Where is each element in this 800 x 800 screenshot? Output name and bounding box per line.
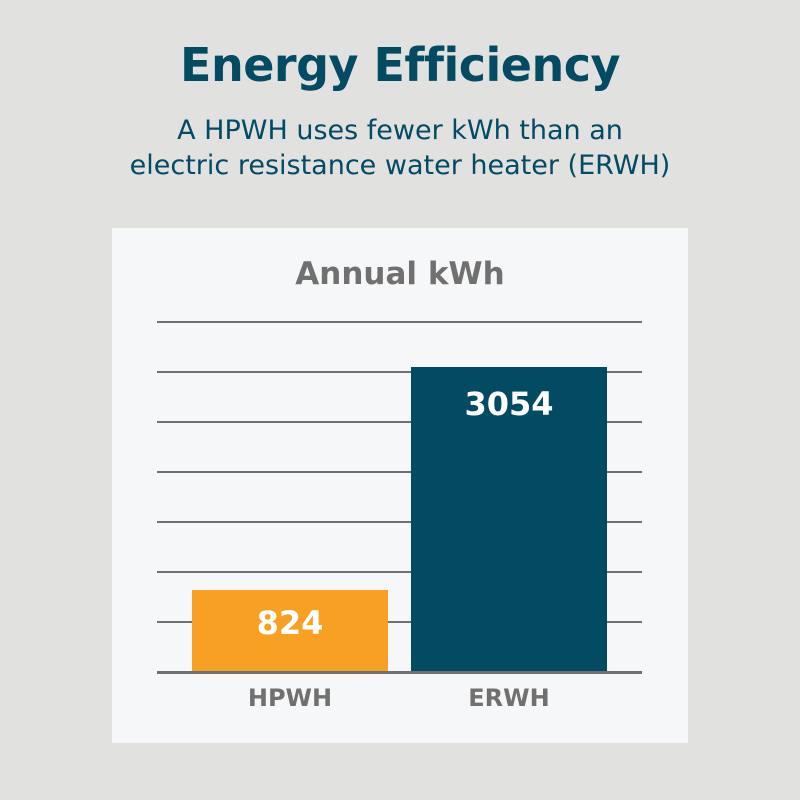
gridline	[157, 571, 642, 573]
gridline	[157, 421, 642, 423]
category-label-hpwh: HPWH	[247, 684, 333, 712]
bar-value-label: 3054	[464, 384, 554, 423]
category-label-erwh: ERWH	[468, 684, 550, 712]
chart-title: Annual kWh	[295, 256, 505, 292]
gridline	[157, 521, 642, 523]
gridline	[157, 321, 642, 323]
page-title: Energy Efficiency	[180, 38, 620, 92]
gridline	[157, 371, 642, 373]
page-subtitle: A HPWH uses fewer kWh than an electric r…	[0, 113, 800, 183]
subtitle-line-1: A HPWH uses fewer kWh than an	[177, 115, 623, 146]
gridline	[157, 471, 642, 473]
gridline	[157, 621, 642, 623]
bar-erwh: 3054	[411, 366, 607, 672]
bar-hpwh: 824	[192, 589, 388, 672]
chart-panel: Annual kWh 824 3054 HPWH ERWH	[112, 228, 688, 743]
subtitle-line-2: electric resistance water heater (ERWH)	[129, 150, 671, 181]
chart-baseline	[157, 671, 642, 674]
bar-value-label: 824	[256, 603, 324, 642]
